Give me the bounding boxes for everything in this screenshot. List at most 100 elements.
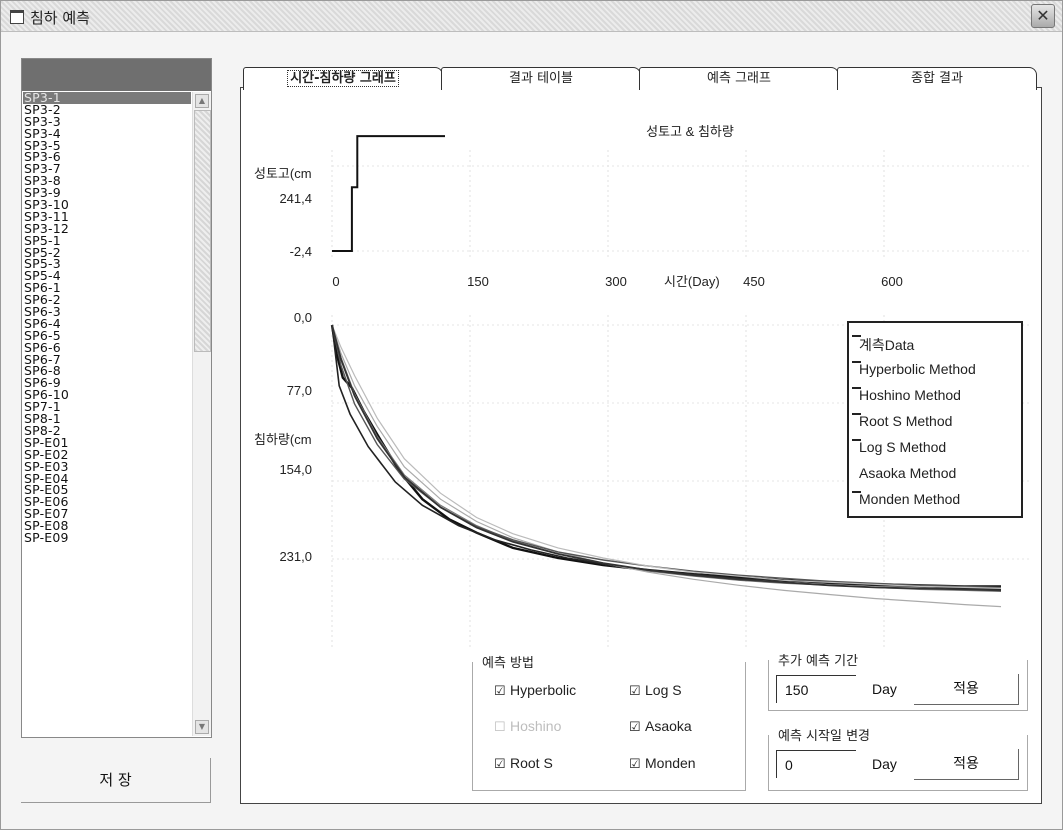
list-item[interactable]: SP3-6 (24, 149, 61, 165)
list-item[interactable]: SP-E01 (24, 434, 69, 450)
checkbox-asaoka[interactable]: ☑ (629, 719, 641, 734)
extra-period-groupbox (768, 660, 1028, 711)
check-label: Monden (645, 755, 696, 771)
settlement-series-line (331, 324, 1002, 592)
legend-swatch (852, 413, 861, 415)
legend-label: 계측Data (859, 337, 915, 353)
fill-height-line (332, 135, 445, 252)
check-monden[interactable]: ☑ Monden (629, 755, 696, 772)
check-log-s[interactable]: ☑ Log S (629, 682, 682, 699)
legend-swatch (852, 361, 861, 363)
list-item[interactable]: SP6-6 (24, 339, 61, 355)
list-item[interactable]: SP3-9 (24, 185, 61, 201)
method-group-label: 예측 방법 (480, 652, 536, 671)
tab-time-settlement-graph[interactable]: 시간-침하량 그래프 (243, 67, 443, 90)
list-item[interactable]: SP-E03 (24, 458, 69, 474)
list-item[interactable]: SP6-4 (24, 315, 61, 331)
bottom-y-tick-label: 154,0 (279, 462, 312, 477)
checkbox-hyperbolic[interactable]: ☑ (494, 683, 506, 698)
x-tick-label: 0 (332, 274, 339, 289)
legend-label: Hoshino Method (859, 387, 961, 403)
list-item[interactable]: SP5-1 (24, 232, 61, 248)
list-item[interactable]: SP3-1 (23, 91, 191, 104)
list-item[interactable]: SP6-5 (24, 327, 61, 343)
x-tick-label: 600 (881, 274, 903, 289)
tab-result-table[interactable]: 결과 테이블 (441, 67, 641, 90)
title-bar[interactable]: 침하 예측 ✕ (1, 1, 1062, 32)
list-item[interactable]: SP3-7 (24, 161, 61, 177)
checkbox-monden[interactable]: ☑ (629, 756, 641, 771)
list-item[interactable]: SP3-4 (24, 125, 61, 141)
list-item[interactable]: SP3-10 (24, 197, 70, 213)
list-item[interactable]: SP6-7 (24, 351, 61, 367)
save-button[interactable]: 저 장 (21, 758, 211, 803)
bottom-y-tick-label: 0,0 (294, 310, 312, 325)
check-label: Asaoka (645, 718, 692, 734)
list-item[interactable]: SP3-5 (24, 137, 61, 153)
tab-summary-result[interactable]: 종합 결과 (837, 67, 1037, 90)
settlement-chart: 성토고 & 침하량 성토고(cm 241,4 -2,4 0 150 300 450 600 시간(… (240, 90, 1040, 650)
point-list: SP3-1 SP3-2 SP3-3 SP3-4 SP3-5 SP3-6 SP3-7 SP3-8… (23, 91, 191, 545)
list-item[interactable]: SP6-8 (24, 363, 61, 379)
close-icon: ✕ (1036, 6, 1050, 25)
bottom-y-tick-label: 77,0 (287, 383, 312, 398)
list-item[interactable]: SP6-3 (24, 304, 61, 320)
scroll-up-icon[interactable]: ▲ (195, 94, 209, 108)
list-item[interactable]: SP-E08 (24, 518, 69, 534)
list-item[interactable]: SP5-4 (24, 268, 61, 284)
list-item[interactable]: SP5-3 (24, 256, 61, 272)
list-item[interactable]: SP-E09 (24, 529, 69, 545)
list-item[interactable]: SP8-2 (24, 422, 61, 438)
start-change-input[interactable]: 0 (776, 750, 856, 778)
x-tick-label: 150 (467, 274, 489, 289)
list-item[interactable]: SP5-2 (24, 244, 61, 260)
settlement-series-line (331, 324, 1002, 589)
legend-entry: Hyperbolic Method (849, 357, 1021, 383)
checkbox-root-s[interactable]: ☑ (494, 756, 506, 771)
start-change-label: 예측 시작일 변경 (776, 725, 872, 744)
list-item[interactable]: SP8-1 (24, 411, 61, 427)
scroll-thumb[interactable] (194, 110, 211, 352)
legend-entry: Monden Method (849, 487, 1021, 513)
checkbox-hoshino[interactable]: ☐ (494, 719, 506, 734)
legend-entry: Root S Method (849, 409, 1021, 435)
check-asaoka[interactable]: ☑ Asaoka (629, 718, 692, 735)
list-item[interactable]: SP3-11 (24, 208, 70, 224)
start-change-unit: Day (872, 756, 897, 772)
extra-period-apply-button[interactable]: 적용 (914, 674, 1019, 705)
close-button[interactable]: ✕ (1031, 4, 1055, 28)
scroll-down-icon[interactable]: ▼ (195, 720, 209, 734)
legend-swatch (852, 387, 861, 389)
extra-period-input[interactable]: 150 (776, 675, 856, 703)
check-hyperbolic[interactable]: ☑ Hyperbolic (494, 682, 576, 699)
list-item[interactable]: SP-E06 (24, 494, 69, 510)
list-item[interactable]: SP6-1 (24, 280, 61, 296)
check-hoshino[interactable]: ☐ Hoshino (494, 718, 561, 735)
list-item[interactable]: SP-E04 (24, 470, 69, 486)
legend-swatch (852, 439, 861, 441)
chart-legend: 계측Data Hyperbolic Method Hoshino Method Roo… (847, 321, 1023, 518)
settlement-series-line (331, 324, 1002, 591)
legend-label: Hyperbolic Method (859, 361, 976, 377)
list-item[interactable]: SP-E05 (24, 482, 69, 498)
list-item[interactable]: SP6-9 (24, 375, 61, 391)
list-item[interactable]: SP7-1 (24, 399, 61, 415)
check-root-s[interactable]: ☑ Root S (494, 755, 553, 772)
list-item[interactable]: SP-E02 (24, 446, 69, 462)
list-item[interactable]: SP3-2 (24, 101, 61, 117)
list-scrollbar[interactable]: ▲ ▼ (192, 92, 211, 736)
list-item[interactable]: SP-E07 (24, 506, 69, 522)
list-item[interactable]: SP3-12 (24, 220, 70, 236)
check-label: Hoshino (510, 718, 562, 734)
start-change-groupbox (768, 735, 1028, 791)
checkbox-log-s[interactable]: ☑ (629, 683, 641, 698)
chart-title: 성토고 & 침하량 (646, 124, 734, 139)
list-item[interactable]: SP3-8 (24, 173, 61, 189)
list-item[interactable]: SP6-2 (24, 292, 61, 308)
point-listbox[interactable]: SP3-1 SP3-2 SP3-3 SP3-4 SP3-5 SP3-6 SP3-7 SP3-8… (21, 58, 212, 738)
tab-prediction-graph[interactable]: 예측 그래프 (639, 67, 839, 90)
x-tick-label: 450 (743, 274, 765, 289)
list-item[interactable]: SP3-3 (24, 113, 61, 129)
start-change-apply-button[interactable]: 적용 (914, 749, 1019, 780)
list-item[interactable]: SP6-10 (24, 387, 70, 403)
